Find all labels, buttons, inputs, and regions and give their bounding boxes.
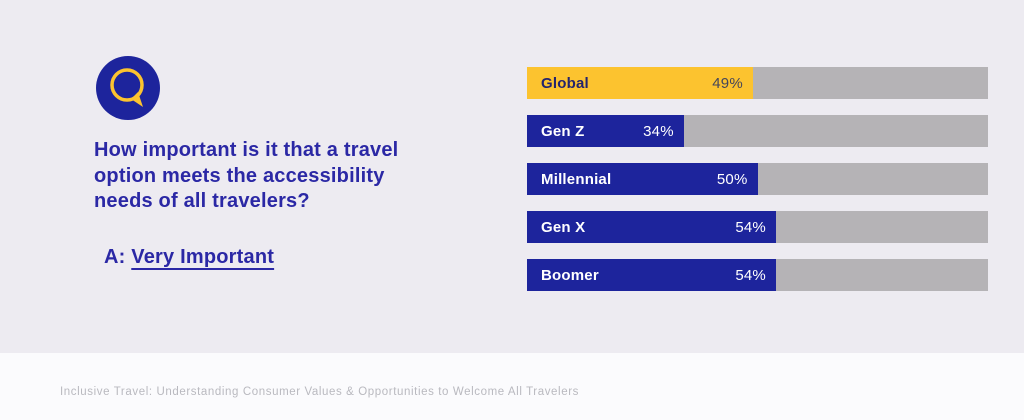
infographic-canvas: How important is it that a travel option … (0, 0, 1024, 353)
bar-chart: Global 49% Gen Z 34% Millennial 50% Gen X 54% Bo… (527, 67, 988, 291)
question-line: How important is it that a travel (94, 139, 399, 161)
bar-category-label: Gen X (541, 218, 586, 236)
answer-prefix: A: (104, 246, 132, 268)
bar-row-boomer: Boomer 54% (527, 259, 988, 291)
bar-fill: Gen Z 34% (527, 115, 684, 147)
bar-category-label: Millennial (541, 170, 612, 188)
speech-bubble-icon (96, 56, 160, 120)
bar-value-label: 54% (735, 218, 766, 236)
bar-value-label: 49% (712, 74, 743, 92)
question-line: option meets the accessibility (94, 164, 385, 187)
answer-text: A: Very Important (104, 246, 274, 269)
bar-row-millennial: Millennial 50% (527, 163, 988, 195)
source-citation: Inclusive Travel: Understanding Consumer… (60, 386, 579, 398)
bar-value-label: 54% (735, 266, 766, 284)
bar-fill: Boomer 54% (527, 259, 776, 291)
bar-row-gen-x: Gen X 54% (527, 211, 988, 243)
bar-fill: Gen X 54% (527, 211, 776, 243)
question-text: How important is it that a travel option … (94, 138, 464, 215)
bar-fill: Millennial 50% (527, 163, 758, 195)
bar-fill: Global 49% (527, 67, 753, 99)
bar-value-label: 50% (716, 170, 748, 188)
footer: Inclusive Travel: Understanding Consumer… (0, 353, 1024, 420)
bar-category-label: Global (541, 74, 589, 92)
speech-bubble-icon-svg (96, 56, 160, 120)
answer-value: Very Important (131, 246, 275, 268)
bar-row-global: Global 49% (527, 67, 988, 99)
bar-row-gen-z: Gen Z 34% (527, 115, 988, 147)
bar-category-label: Boomer (541, 266, 599, 284)
bar-value-label: 34% (643, 122, 674, 140)
bar-category-label: Gen Z (541, 122, 585, 140)
question-line: needs of all travelers? (94, 190, 310, 212)
